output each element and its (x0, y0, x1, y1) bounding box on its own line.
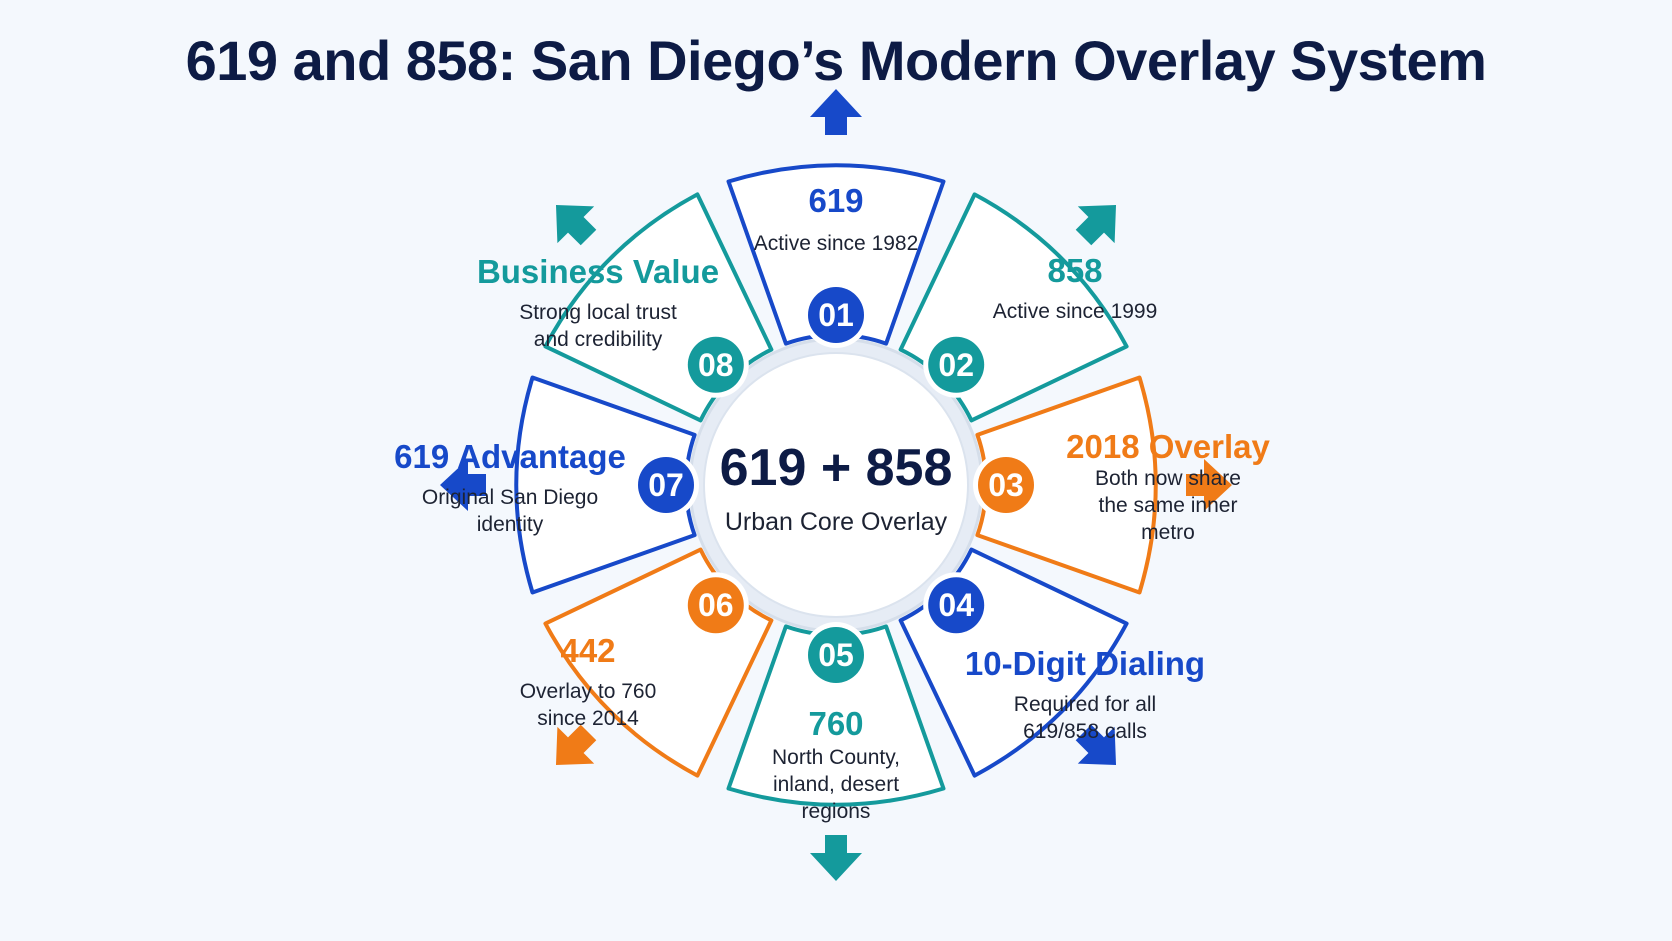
badge-03: 03 (973, 452, 1039, 518)
badge-01: 01 (803, 282, 869, 348)
badge-07-number: 07 (648, 467, 684, 503)
arrow-up-icon (810, 89, 862, 135)
arrow-up-right-icon (1075, 204, 1117, 246)
badge-07: 07 (633, 452, 699, 518)
center-subtitle: Urban Core Overlay (725, 508, 948, 536)
segment-02-heading: 858 (1047, 252, 1102, 289)
arrow-left-icon (440, 459, 486, 511)
segment-03-text: metro (1141, 521, 1195, 544)
segment-03-text: the same inner (1099, 494, 1238, 517)
badge-05-number: 05 (818, 637, 854, 673)
arrow-down-right-icon (1075, 724, 1117, 766)
segment-06-heading: 442 (560, 632, 615, 669)
segment-06-text: Overlay to 760 (520, 680, 657, 703)
badge-03-number: 03 (988, 467, 1024, 503)
segment-04-heading: 10-Digit Dialing (965, 645, 1205, 682)
segment-06-text: since 2014 (537, 707, 639, 730)
segment-05-text: inland, desert (773, 773, 899, 796)
segment-03-heading: 2018 Overlay (1066, 428, 1270, 465)
segment-07-text: Original San Diego (422, 486, 598, 509)
segment-05-heading: 760 (808, 705, 863, 742)
badge-05: 05 (803, 622, 869, 688)
badges-layer: 01 02 03 04 05 06 07 08 (633, 282, 1039, 688)
segment-07-text: identity (477, 513, 544, 536)
segment-08-text: and credibility (534, 328, 663, 351)
segment-03-text: Both now share (1095, 467, 1241, 490)
arrow-down-left-icon (555, 724, 597, 766)
segment-02-text: Active since 1999 (993, 300, 1158, 323)
arrow-up-left-icon (555, 204, 597, 246)
segment-08-heading: Business Value (477, 253, 719, 290)
center-circle (703, 352, 969, 618)
segment-01-heading: 619 (808, 182, 863, 219)
segment-07-heading: 619 Advantage (394, 438, 626, 475)
segment-05-text: regions (802, 800, 871, 823)
segments-layer: 619 Active since 1982 858 Active since 1999… (394, 89, 1270, 881)
badge-08: 08 (682, 331, 749, 398)
segment-05-text: North County, (772, 746, 900, 769)
badge-08-number: 08 (698, 347, 734, 383)
segment-08-text: Strong local trust (519, 301, 677, 324)
badge-04-number: 04 (938, 587, 974, 623)
badge-06-number: 06 (698, 587, 734, 623)
segment-04-text: Required for all (1014, 693, 1156, 716)
badge-01-number: 01 (818, 297, 854, 333)
page-title: 619 and 858: San Diego’s Modern Overlay … (185, 29, 1487, 92)
badge-02: 02 (923, 331, 990, 398)
segment-05: 760 North County, inland, desert regions (726, 614, 946, 881)
badge-06: 06 (682, 572, 749, 639)
segment-01-text: Active since 1982 (754, 232, 919, 255)
badge-02-number: 02 (938, 347, 974, 383)
arrow-down-icon (810, 835, 862, 881)
arrow-right-icon (1186, 459, 1232, 511)
segment-04-text: 619/858 calls (1023, 720, 1147, 743)
badge-04: 04 (923, 572, 990, 639)
center-title: 619 + 858 (720, 439, 953, 497)
